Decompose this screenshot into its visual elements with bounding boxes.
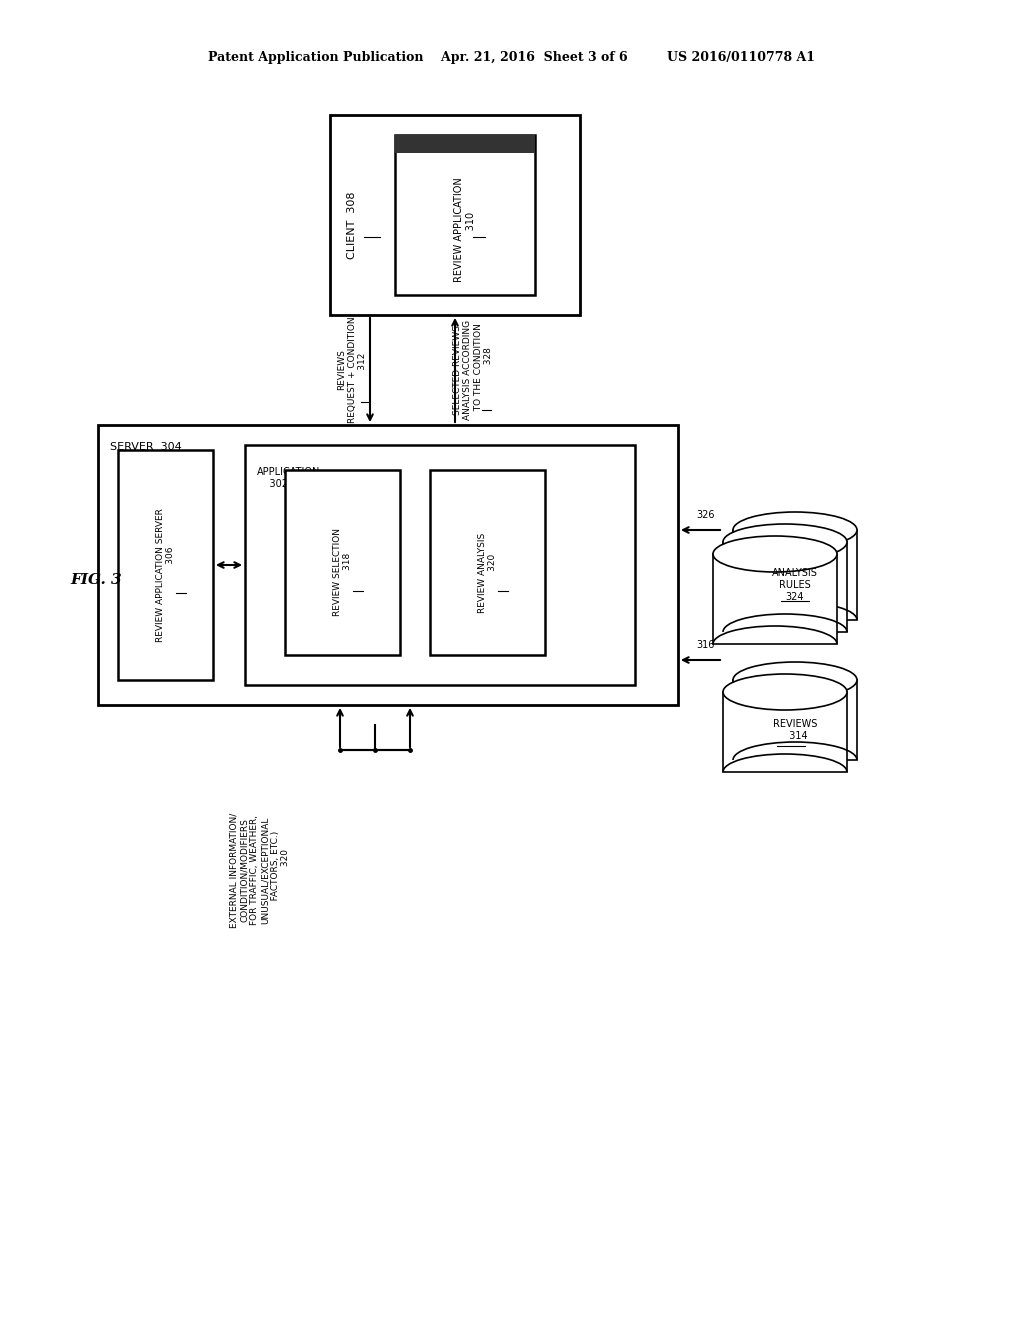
Bar bbox=[713, 554, 837, 644]
Bar bbox=[723, 692, 847, 772]
Text: REVIEW SELECTION
        318: REVIEW SELECTION 318 bbox=[333, 528, 352, 616]
Text: 316: 316 bbox=[696, 640, 715, 649]
Bar bbox=[733, 531, 857, 620]
Ellipse shape bbox=[733, 512, 857, 548]
Text: REVIEW APPLICATION SERVER
              306: REVIEW APPLICATION SERVER 306 bbox=[156, 508, 175, 642]
Bar bbox=[285, 470, 400, 655]
Text: SELECTED REVIEWS
ANALYSIS ACCORDING
  TO THE CONDITION
          328: SELECTED REVIEWS ANALYSIS ACCORDING TO T… bbox=[453, 319, 494, 420]
Bar bbox=[395, 135, 535, 153]
Text: REVIEWS
REQUEST + CONDITION
      312: REVIEWS REQUEST + CONDITION 312 bbox=[337, 317, 367, 424]
Text: CLIENT  308: CLIENT 308 bbox=[347, 191, 357, 259]
Bar bbox=[245, 445, 635, 685]
Bar bbox=[430, 470, 545, 655]
Bar bbox=[733, 680, 857, 760]
Text: EXTERNAL INFORMATION/
CONDITION/MODIFIERS
FOR TRAFFIC, WEATHER,
UNUSUAL/EXCEPTIO: EXTERNAL INFORMATION/ CONDITION/MODIFIER… bbox=[229, 812, 291, 928]
Text: REVIEW APPLICATION
      310: REVIEW APPLICATION 310 bbox=[455, 178, 476, 282]
Text: Patent Application Publication    Apr. 21, 2016  Sheet 3 of 6         US 2016/01: Patent Application Publication Apr. 21, … bbox=[209, 51, 815, 65]
Bar bbox=[395, 135, 535, 294]
Bar bbox=[98, 425, 678, 705]
Text: REVIEW ANALYSIS
       320: REVIEW ANALYSIS 320 bbox=[478, 532, 498, 612]
Text: ANALYSIS
RULES
324: ANALYSIS RULES 324 bbox=[772, 569, 818, 602]
Text: 326: 326 bbox=[696, 510, 715, 520]
Bar bbox=[723, 543, 847, 632]
Ellipse shape bbox=[713, 536, 837, 572]
Ellipse shape bbox=[733, 663, 857, 698]
Text: APPLICATION
    302: APPLICATION 302 bbox=[257, 467, 321, 488]
Ellipse shape bbox=[723, 675, 847, 710]
Bar bbox=[118, 450, 213, 680]
Text: REVIEWS
  314: REVIEWS 314 bbox=[773, 719, 817, 741]
Bar bbox=[330, 115, 580, 315]
Text: SERVER  304: SERVER 304 bbox=[110, 442, 181, 451]
Text: FIG. 3: FIG. 3 bbox=[70, 573, 122, 587]
Ellipse shape bbox=[723, 524, 847, 560]
